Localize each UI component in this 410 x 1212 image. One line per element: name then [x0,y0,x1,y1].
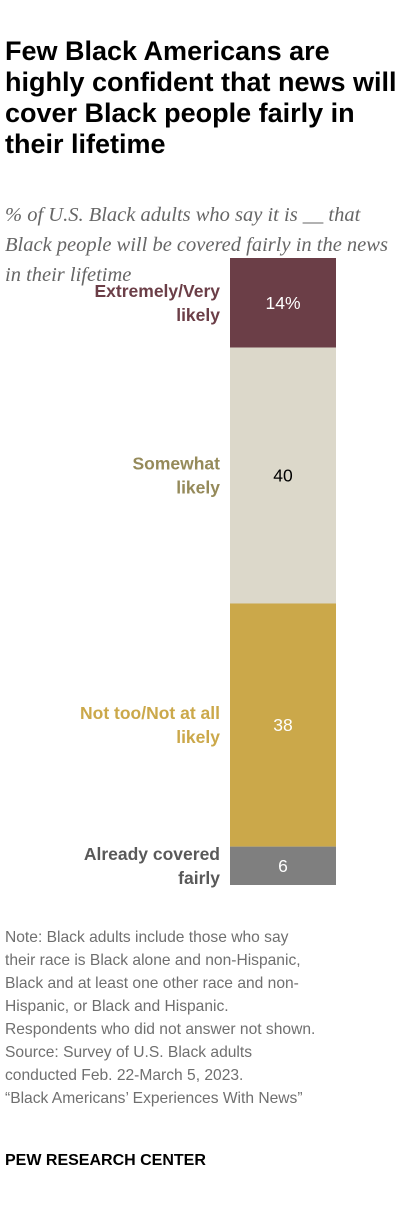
category-label-line: fairly [178,868,220,888]
bar-segment-extremely-very [230,258,336,348]
note-line: their race is Black alone and non-Hispan… [5,952,301,969]
note-line: Respondents who did not answer not shown… [5,1021,316,1038]
note-line: Black and at least one other race and no… [5,975,299,992]
value-label-already-covered: 6 [278,856,288,876]
note-line: Source: Survey of U.S. Black adults [5,1044,253,1061]
category-label-line: likely [176,727,220,747]
category-label-line: Already covered [84,844,220,864]
brand-logo-text: PEW RESEARCH CENTER [5,1152,206,1169]
stacked-bar-chart: 14% Extremely/Very likely 40 Somewhat likely 3… [80,258,336,888]
category-label-extremely-very: Extremely/Very likely [94,281,220,325]
note-line: “Black Americans’ Experiences With News” [5,1090,303,1107]
category-label-line: likely [176,305,220,325]
note-line: conducted Feb. 22-March 5, 2023. [5,1067,244,1084]
chart-subtitle: % of U.S. Black adults who say it is __ … [5,204,388,286]
category-label-line: Not too/Not at all [80,703,220,723]
category-label-line: likely [176,478,220,498]
chart-title: Few Black Americans are highly confident… [5,36,397,159]
category-label-line: Somewhat [132,454,220,474]
category-label-already-covered: Already covered fairly [84,844,220,888]
value-label-not-too-not-at-all: 38 [273,715,292,735]
value-label-extremely-very: 14% [265,293,300,313]
bar-segment-already-covered [230,846,336,885]
category-label-somewhat: Somewhat likely [132,454,220,498]
category-label-not-too-not-at-all: Not too/Not at all likely [80,703,220,747]
value-label-somewhat: 40 [273,466,293,486]
chart-note: Note: Black adults include those who say… [5,926,407,1110]
note-line: Hispanic, or Black and Hispanic. [5,998,229,1015]
category-label-line: Extremely/Very [94,281,220,301]
note-line: Note: Black adults include those who say [5,929,289,946]
bar-segment-not-too-not-at-all [230,603,336,847]
bar-segment-somewhat [230,347,336,604]
